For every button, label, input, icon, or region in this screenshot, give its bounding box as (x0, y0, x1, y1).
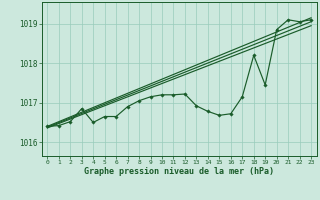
X-axis label: Graphe pression niveau de la mer (hPa): Graphe pression niveau de la mer (hPa) (84, 167, 274, 176)
